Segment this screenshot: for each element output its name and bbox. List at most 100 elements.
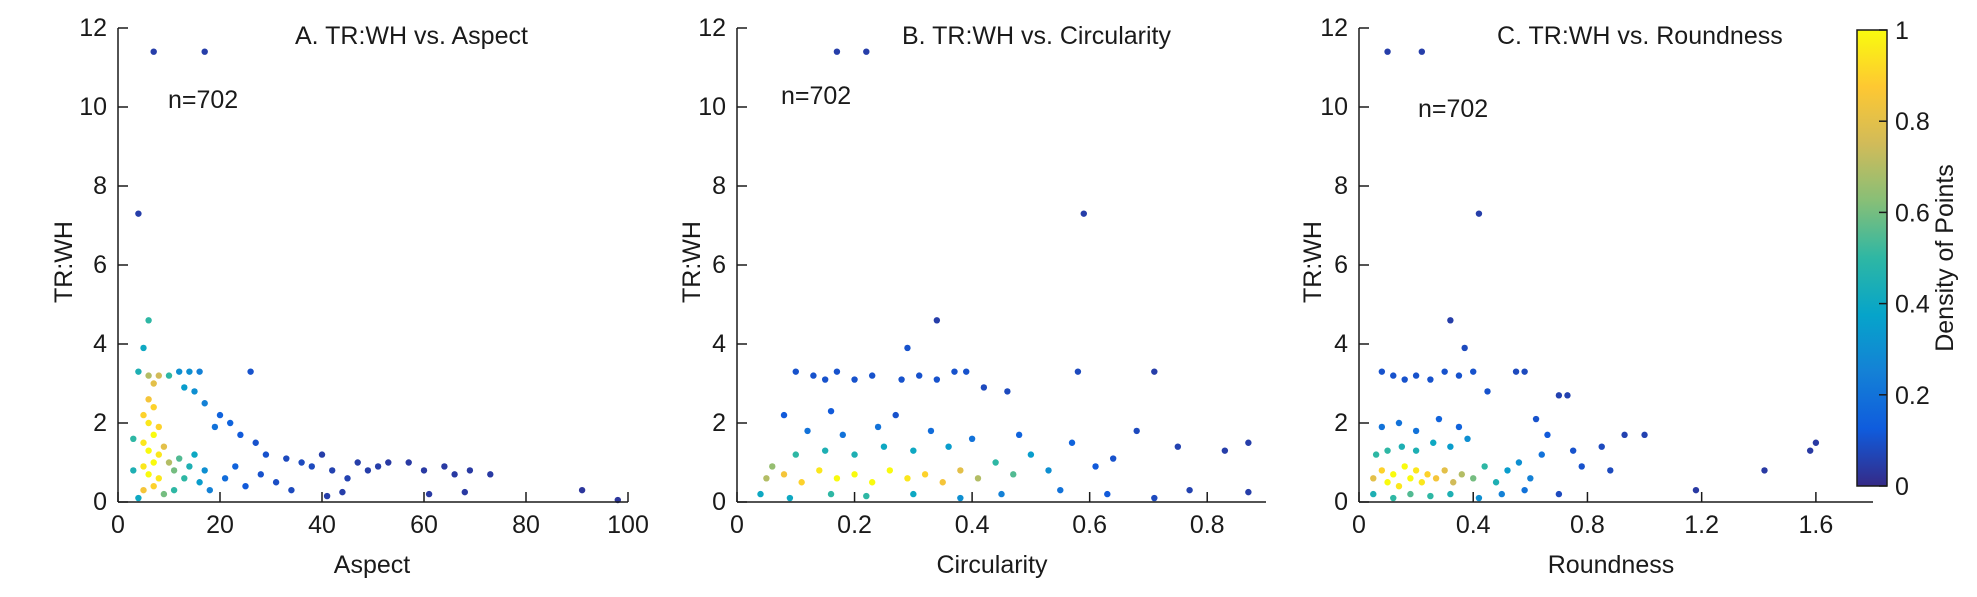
data-point — [1390, 471, 1397, 478]
panel-a-points — [130, 48, 621, 504]
data-point — [1484, 388, 1491, 395]
data-point — [998, 490, 1005, 498]
data-point — [798, 479, 805, 486]
data-point — [1080, 210, 1087, 217]
y-tick-label: 6 — [93, 251, 107, 279]
y-tick-label: 2 — [712, 409, 726, 437]
data-point — [354, 459, 361, 466]
y-tick-label: 8 — [712, 172, 726, 200]
data-point — [863, 492, 870, 500]
data-point — [170, 467, 178, 474]
data-point — [181, 475, 188, 482]
data-point — [1384, 479, 1391, 486]
data-point — [1430, 439, 1437, 446]
data-point — [910, 490, 917, 498]
data-point — [780, 411, 788, 419]
data-point — [968, 435, 976, 442]
data-point — [155, 451, 162, 458]
data-point — [1607, 467, 1614, 474]
data-point — [140, 439, 147, 446]
data-point — [1015, 431, 1023, 439]
data-point — [160, 443, 168, 450]
data-point — [145, 471, 152, 478]
y-tick-label: 4 — [712, 330, 726, 358]
data-point — [140, 463, 147, 470]
data-point — [1475, 494, 1483, 502]
data-point — [1555, 490, 1563, 498]
data-point — [804, 427, 811, 435]
data-point — [1621, 431, 1628, 439]
data-point — [145, 396, 152, 403]
data-point — [1455, 423, 1463, 431]
y-tick-label: 10 — [79, 93, 107, 121]
data-point — [1427, 492, 1434, 500]
data-point — [1544, 431, 1551, 439]
data-point — [308, 463, 315, 470]
data-point — [140, 486, 147, 494]
y-tick-label: 12 — [1320, 14, 1348, 42]
panel-b: B. TR:WH vs. Circularity n=702 Circulari… — [678, 14, 1266, 579]
data-point — [257, 471, 264, 478]
data-point — [1395, 483, 1403, 490]
data-point — [1245, 488, 1252, 496]
panel-a-axes: 0 2 4 6 8 10 12 0 20 40 60 80 100 — [79, 14, 649, 539]
colorbar-ticks: 0 0.2 0.4 0.6 0.8 1 — [1879, 17, 1930, 501]
panel-b-title: B. TR:WH vs. Circularity — [902, 22, 1171, 50]
data-point — [1447, 443, 1454, 450]
data-point — [886, 467, 894, 474]
data-point — [1447, 317, 1454, 324]
data-point — [1412, 447, 1420, 454]
data-point — [1221, 447, 1229, 454]
data-point — [1470, 475, 1477, 482]
colorbar-tick-label: 0 — [1895, 473, 1909, 501]
data-point — [221, 475, 229, 482]
data-point — [578, 486, 586, 494]
data-point — [191, 451, 198, 458]
data-point — [1370, 475, 1377, 482]
panel-c-points — [1370, 48, 1820, 502]
data-point — [904, 475, 911, 482]
data-point — [145, 419, 152, 427]
data-point — [242, 483, 249, 490]
data-point — [1390, 494, 1397, 502]
data-point — [757, 490, 764, 498]
data-point — [170, 486, 178, 494]
data-point — [262, 451, 270, 458]
data-point — [1492, 479, 1500, 486]
data-point — [833, 475, 841, 482]
data-point — [201, 48, 208, 55]
y-tick-label: 0 — [1334, 488, 1348, 516]
data-point — [1412, 467, 1420, 474]
data-point — [874, 423, 882, 431]
data-point — [186, 368, 193, 375]
panel-a: A. TR:WH vs. Aspect n=702 Aspect TR:WH 0… — [50, 14, 649, 579]
data-point — [851, 376, 858, 383]
data-point — [1418, 48, 1426, 55]
data-point — [323, 492, 331, 500]
data-point — [1521, 486, 1528, 494]
data-point — [851, 471, 858, 478]
data-point — [135, 368, 142, 375]
colorbar-label: Density of Points — [1931, 164, 1959, 352]
panel-a-title: A. TR:WH vs. Aspect — [295, 22, 528, 50]
data-point — [974, 475, 982, 482]
y-tick-label: 0 — [712, 488, 726, 516]
y-tick-label: 2 — [93, 409, 107, 437]
data-point — [827, 407, 835, 415]
data-point — [466, 467, 474, 474]
data-point — [1481, 463, 1488, 470]
data-point — [810, 372, 817, 379]
data-point — [1427, 376, 1434, 383]
data-point — [420, 467, 428, 474]
data-point — [1447, 490, 1454, 498]
data-point — [232, 463, 239, 470]
data-point — [130, 435, 137, 442]
x-tick-label: 0.8 — [1190, 511, 1225, 539]
x-tick-label: 0.4 — [955, 511, 990, 539]
x-tick-label: 0.4 — [1456, 511, 1491, 539]
x-tick-label: 0 — [111, 511, 125, 539]
data-point — [769, 463, 776, 470]
data-point — [135, 494, 142, 502]
data-point — [272, 479, 280, 486]
data-point — [374, 463, 382, 470]
